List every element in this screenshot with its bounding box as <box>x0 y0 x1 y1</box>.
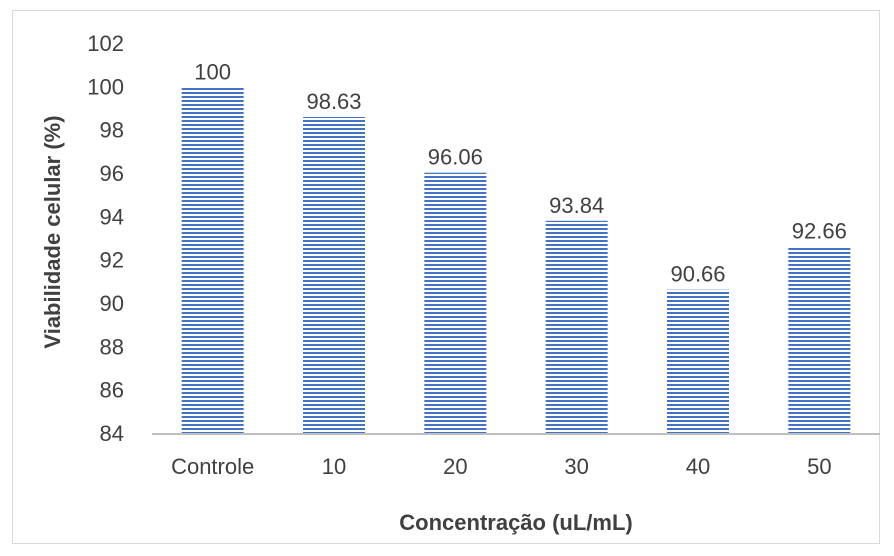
y-tick-label: 86 <box>100 378 124 403</box>
y-tick-label: 100 <box>87 74 124 99</box>
x-tick-label: 40 <box>686 454 710 479</box>
bar-40 <box>667 289 729 434</box>
x-tick-label: 20 <box>443 454 467 479</box>
y-tick-label: 102 <box>87 31 124 56</box>
bar-20 <box>424 172 487 434</box>
bar-30 <box>545 220 608 434</box>
bar-10 <box>303 117 365 435</box>
y-axis: 84 86 88 90 92 94 96 98 100 102 <box>87 31 124 446</box>
y-tick-label: 94 <box>100 204 124 229</box>
bar-controle <box>181 87 244 434</box>
data-labels-layer: 100 98.63 96.06 93.84 90.66 92.66 <box>194 59 847 286</box>
y-tick-label: 84 <box>100 421 124 446</box>
y-tick-label: 96 <box>100 161 124 186</box>
y-axis-title: Viabilidade celular (%) <box>40 115 65 348</box>
x-tick-label: Controle <box>171 454 254 479</box>
y-tick-label: 98 <box>100 118 124 143</box>
data-label: 98.63 <box>306 89 361 114</box>
data-label: 100 <box>194 59 231 84</box>
x-tick-label: 50 <box>807 454 831 479</box>
x-tick-label: 10 <box>322 454 346 479</box>
bars-layer <box>181 87 851 435</box>
data-label: 93.84 <box>549 193 604 218</box>
x-axis: Controle 10 20 30 40 50 <box>152 433 880 479</box>
data-label: 92.66 <box>792 218 847 243</box>
data-label: 96.06 <box>428 145 483 170</box>
data-label: 90.66 <box>670 262 725 287</box>
y-tick-label: 92 <box>100 248 124 273</box>
x-tick-label: 30 <box>564 454 588 479</box>
x-axis-title: Concentração (uL/mL) <box>399 510 632 535</box>
y-tick-label: 88 <box>100 334 124 359</box>
bar-50 <box>788 246 851 434</box>
y-tick-label: 90 <box>100 291 124 316</box>
